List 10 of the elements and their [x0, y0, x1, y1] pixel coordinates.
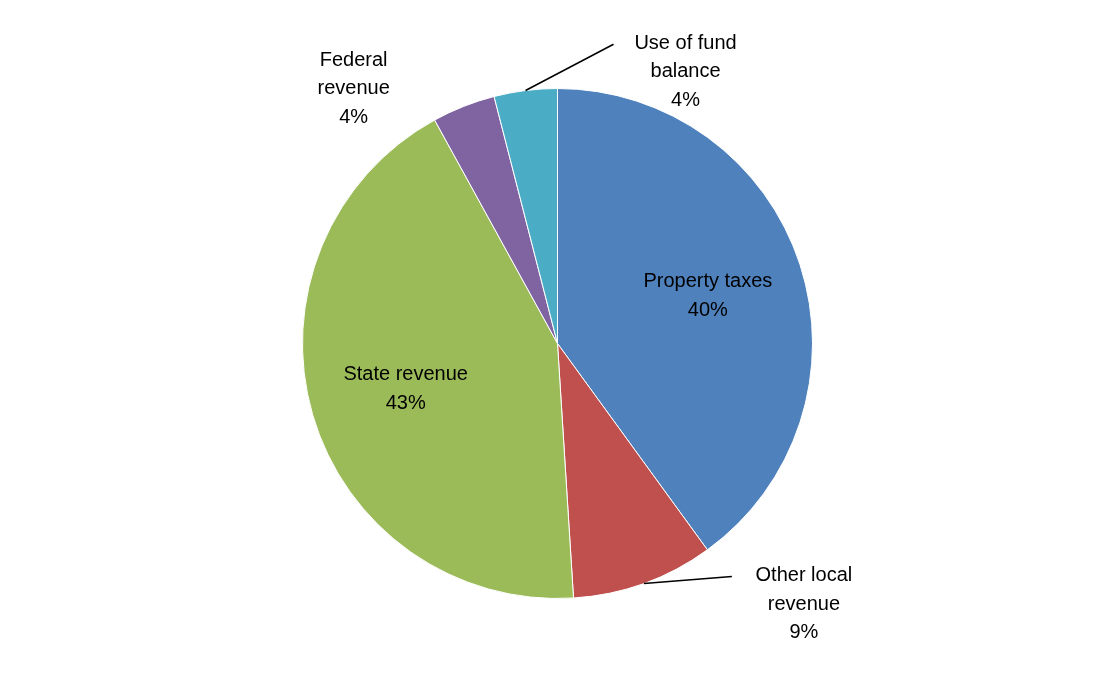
- data-label: 4%: [671, 87, 701, 110]
- slice-label: Other local revenue: [755, 563, 853, 614]
- slice-label: Use of fund balance: [634, 30, 737, 82]
- slice-label: Property taxes: [643, 269, 773, 292]
- slice-label: State revenue: [343, 362, 468, 385]
- slice-label: Federal revenue: [317, 47, 390, 99]
- data-label: 4%: [339, 105, 369, 128]
- data-label: 40%: [687, 297, 729, 320]
- data-label: 9%: [789, 620, 819, 643]
- data-label: 43%: [385, 390, 426, 413]
